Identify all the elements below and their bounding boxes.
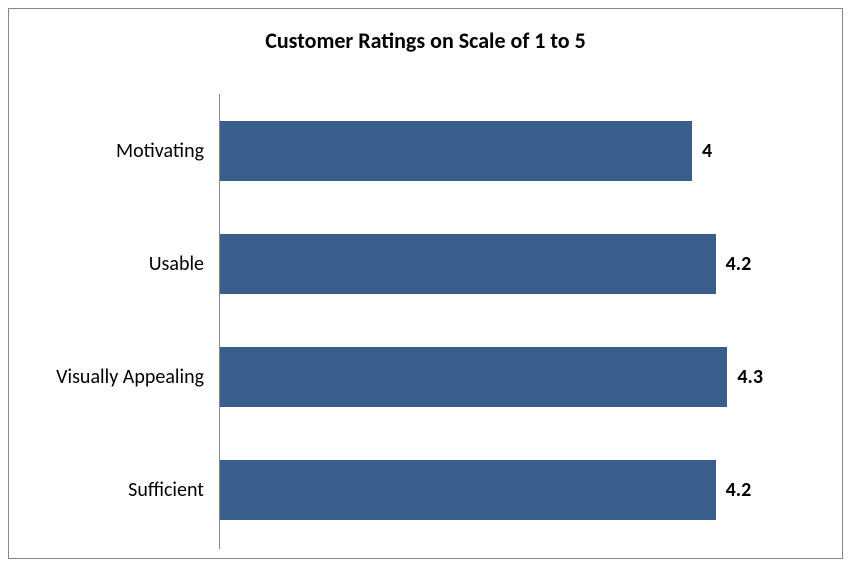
category-label: Sufficient: [19, 478, 204, 502]
value-label: 4.2: [726, 252, 752, 276]
bar: [220, 121, 692, 181]
chart-frame: Customer Ratings on Scale of 1 to 5 Moti…: [8, 8, 843, 559]
bar: [220, 460, 716, 520]
value-label: 4.2: [726, 478, 752, 502]
value-label: 4: [702, 139, 712, 163]
chart-title: Customer Ratings on Scale of 1 to 5: [9, 27, 842, 54]
category-label: Usable: [19, 252, 204, 276]
bar: [220, 347, 727, 407]
bar: [220, 234, 716, 294]
category-label: Motivating: [19, 139, 204, 163]
category-label: Visually Appealing: [19, 365, 204, 389]
value-label: 4.3: [737, 365, 763, 389]
